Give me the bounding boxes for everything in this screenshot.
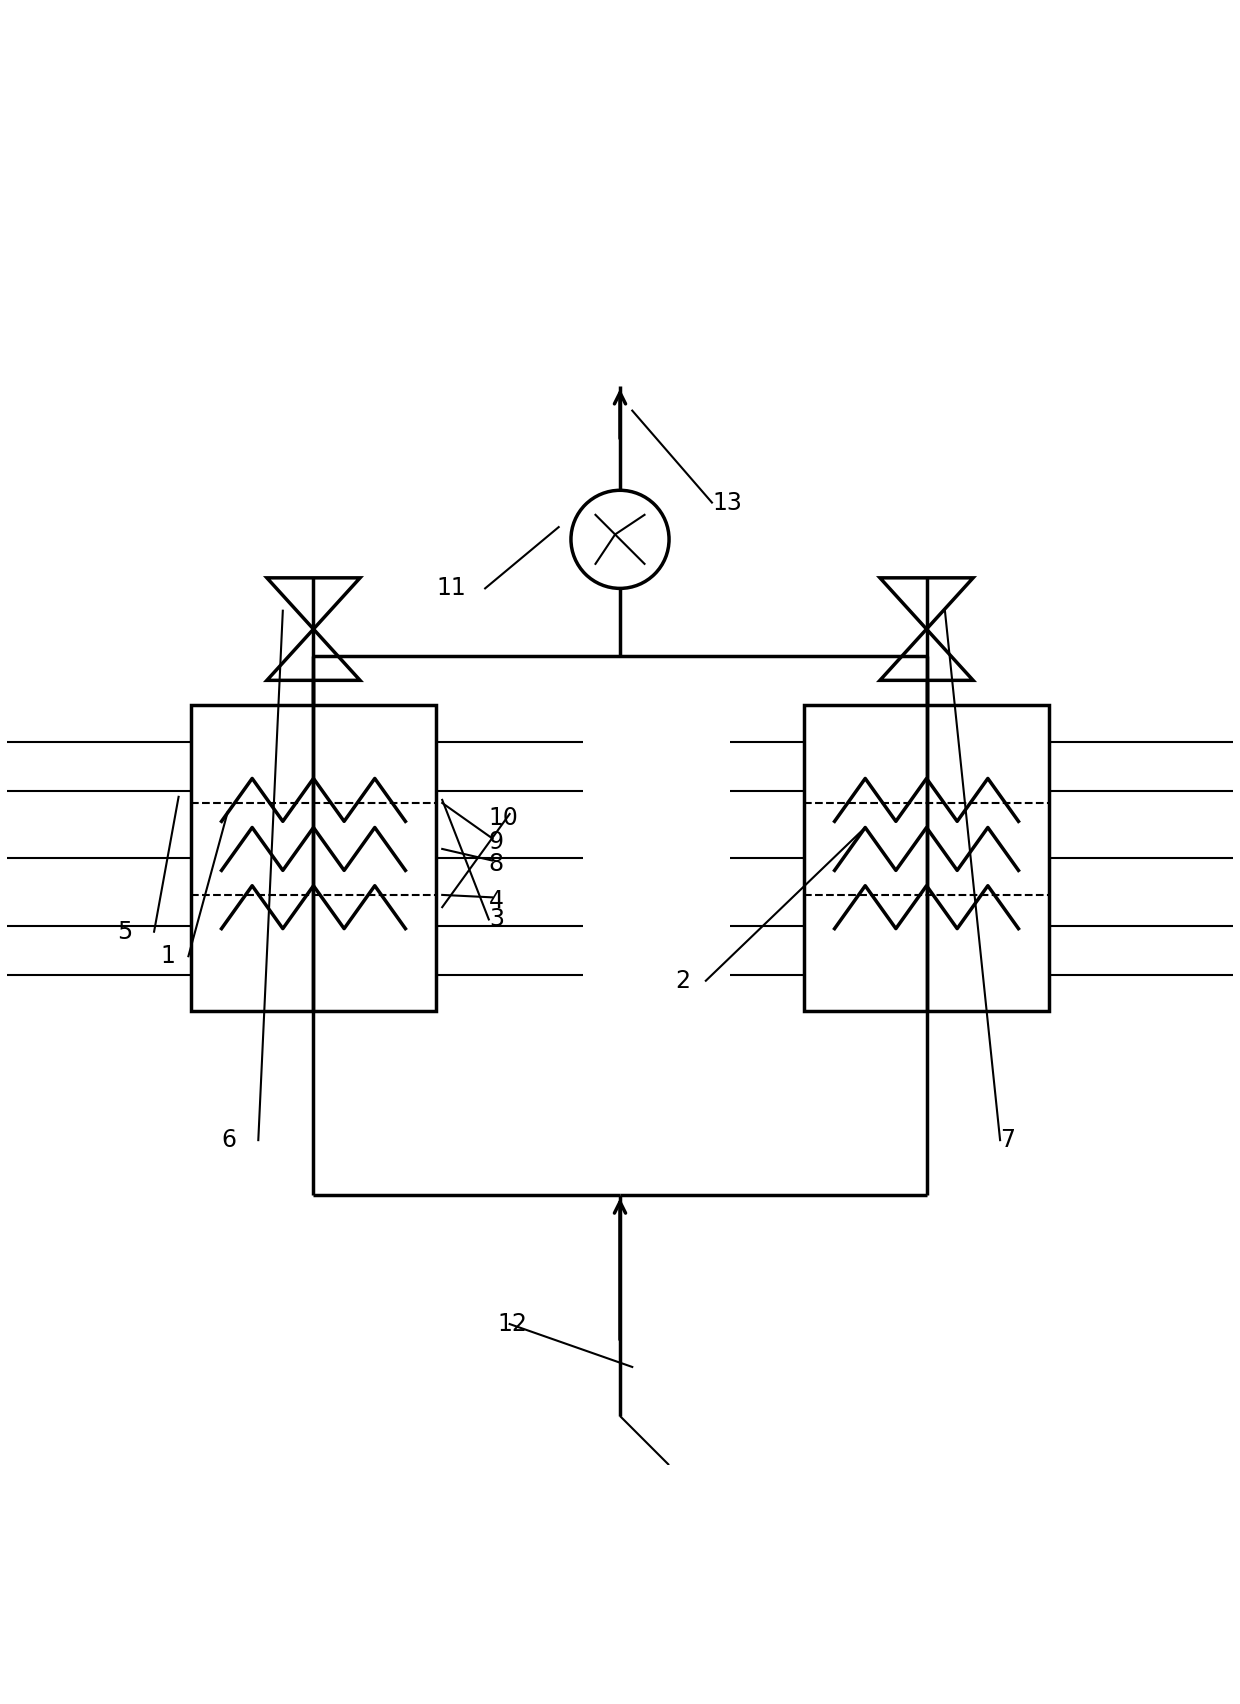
Text: 3: 3 <box>489 908 503 932</box>
Text: 8: 8 <box>489 852 503 876</box>
Bar <box>191 705 436 1012</box>
Text: 13: 13 <box>712 491 742 515</box>
Text: 4: 4 <box>489 889 503 913</box>
Text: 12: 12 <box>497 1312 527 1336</box>
Text: 10: 10 <box>489 806 518 830</box>
Text: 5: 5 <box>118 920 133 944</box>
Text: 11: 11 <box>436 576 466 600</box>
Text: 6: 6 <box>222 1128 237 1152</box>
Bar <box>804 705 1049 1012</box>
Text: 9: 9 <box>489 830 503 854</box>
Text: 7: 7 <box>1001 1128 1016 1152</box>
Text: 2: 2 <box>675 970 691 993</box>
Text: 1: 1 <box>160 944 175 968</box>
